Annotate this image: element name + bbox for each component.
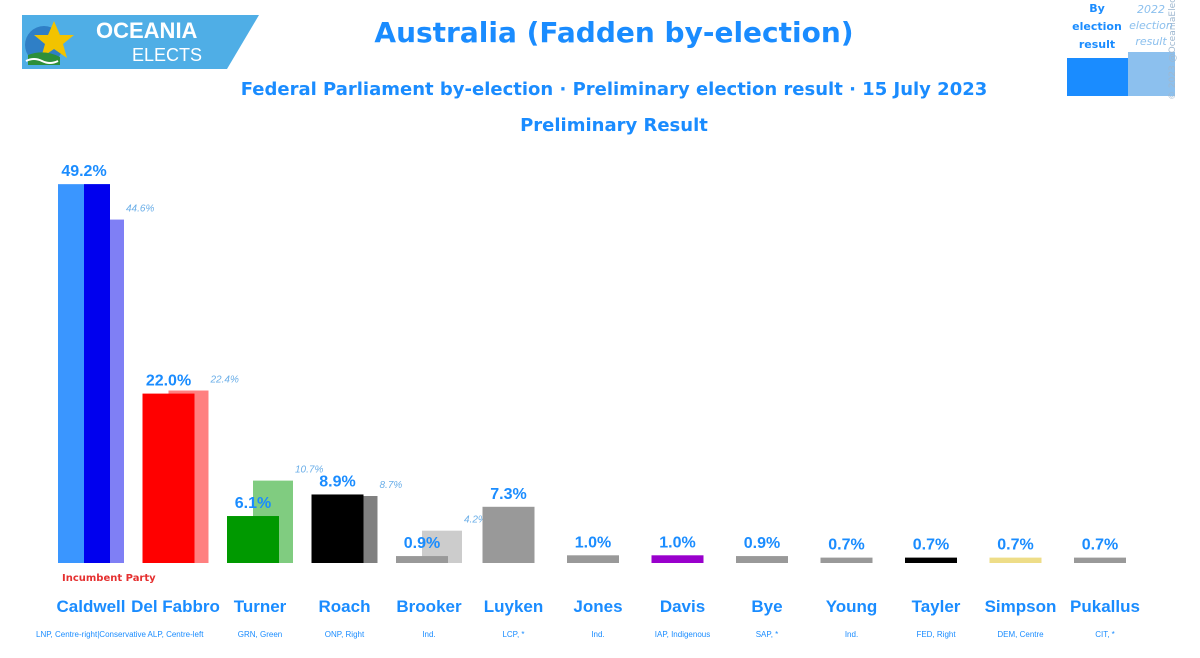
party-label: LCP, * xyxy=(502,630,524,639)
party-label: Ind. xyxy=(422,630,435,639)
party-label: CIT, * xyxy=(1095,630,1115,639)
page-subtitle-result: Preliminary Result xyxy=(520,115,708,136)
bar-current-luyken xyxy=(482,506,535,563)
party-label: ALP, Centre-left xyxy=(148,630,205,639)
data-label-previous: 44.6% xyxy=(126,204,154,215)
data-label-previous: 8.7% xyxy=(380,480,403,491)
legend-label-previous: 2022 election result xyxy=(1129,3,1173,48)
page-subtitle: Federal Parliament by-election · Prelimi… xyxy=(240,79,988,100)
candidate-name: Jones xyxy=(573,597,622,616)
candidate-name: Caldwell xyxy=(57,597,126,616)
bar-current-roach xyxy=(311,494,364,563)
party-label: FED, Right xyxy=(916,630,956,639)
data-label-current: 0.7% xyxy=(913,537,949,554)
data-label-previous: 22.4% xyxy=(210,375,239,386)
data-label-previous: 10.7% xyxy=(295,465,323,476)
bar-current-bye xyxy=(736,556,788,563)
party-label: SAP, * xyxy=(756,630,779,639)
bar-current-tayler xyxy=(905,557,957,563)
candidate-name: Davis xyxy=(660,597,705,616)
party-label: Ind. xyxy=(845,630,858,639)
page-title: Australia (Fadden by-election) xyxy=(374,16,854,49)
incumbent-note: Incumbent Party xyxy=(62,573,156,584)
party-label: GRN, Green xyxy=(238,630,282,639)
candidate-name: Pukallus xyxy=(1070,597,1140,616)
candidate-name: Young xyxy=(826,597,878,616)
candidate-name: Tayler xyxy=(912,597,961,616)
party-label: ONP, Right xyxy=(325,630,365,639)
data-label-current: 49.2% xyxy=(61,163,106,180)
data-label-current: 0.9% xyxy=(404,535,440,552)
bar-current-jones xyxy=(567,555,619,563)
candidate-name: Del Fabbro xyxy=(131,597,220,616)
data-label-current: 0.7% xyxy=(1082,537,1118,554)
copyright-note: © 2023 @OceaniaElects xyxy=(1168,0,1178,100)
data-label-current: 8.9% xyxy=(319,473,355,490)
data-label-current: 0.7% xyxy=(997,537,1033,554)
bar-current-del-fabbro xyxy=(142,393,195,563)
bar-current-turner xyxy=(227,516,279,563)
data-label-current: 7.3% xyxy=(490,486,526,503)
candidate-name: Bye xyxy=(751,597,782,616)
bar-current-davis xyxy=(651,555,704,563)
bar-current-caldwell-core xyxy=(84,184,110,563)
bar-current-young xyxy=(820,557,873,563)
legend-label-current: By election result xyxy=(1072,2,1122,51)
logo-text-elects: ELECTS xyxy=(132,45,202,65)
data-label-current: 1.0% xyxy=(575,534,611,551)
bar-current-simpson xyxy=(989,557,1042,563)
data-label-current: 0.7% xyxy=(828,537,864,554)
candidate-name: Turner xyxy=(234,597,287,616)
bar-current-brooker xyxy=(396,556,448,563)
legend-swatch-previous xyxy=(1128,52,1175,96)
candidate-name: Luyken xyxy=(484,597,544,616)
candidate-name: Roach xyxy=(319,597,371,616)
logo-text-oceania: OCEANIA xyxy=(96,18,198,43)
party-label: IAP, Indigenous xyxy=(655,630,710,639)
data-label-current: 1.0% xyxy=(659,534,695,551)
candidate-name: Simpson xyxy=(985,597,1057,616)
party-label: Ind. xyxy=(591,630,604,639)
party-label: LNP, Centre-right|Conservative xyxy=(36,630,147,639)
oceania-elects-logo: OCEANIA ELECTS xyxy=(22,15,259,69)
data-label-current: 0.9% xyxy=(744,535,780,552)
bar-current-pukallus xyxy=(1074,557,1126,563)
data-label-previous: 4.2% xyxy=(464,515,487,526)
bar-chart: 44.6% 49.2% Caldwell LNP, Centre-right|Cons… xyxy=(36,163,1140,639)
candidate-name: Brooker xyxy=(396,597,462,616)
party-label: DEM, Centre xyxy=(997,630,1044,639)
legend: By election result 2022 election result xyxy=(1064,0,1179,100)
data-label-current: 22.0% xyxy=(146,373,191,390)
data-label-current: 6.1% xyxy=(235,495,271,512)
